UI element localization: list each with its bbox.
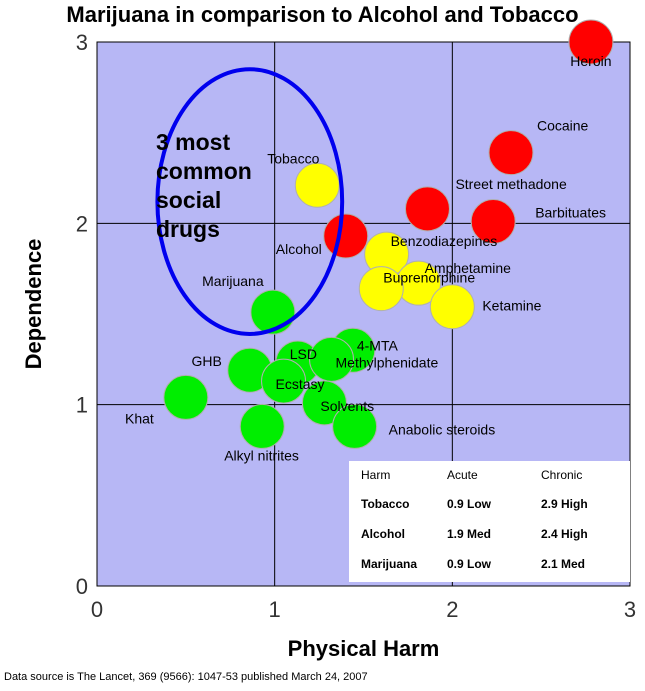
annotation-text: 3 most <box>156 129 230 155</box>
point-label: Amphetamine <box>425 260 512 276</box>
point-label: Heroin <box>570 53 611 69</box>
annotation-ellipse <box>155 67 345 336</box>
table-header-cell: Harm <box>361 468 391 482</box>
x-tick-label: 2 <box>446 597 458 622</box>
table-header-cell: Chronic <box>541 468 583 482</box>
annotation-text: drugs <box>156 216 220 242</box>
point-label: Benzodiazepines <box>391 233 498 249</box>
point-labels: Heroin Cocaine Street methadone Barbituates… <box>125 53 612 463</box>
bubble-heroin <box>568 19 614 65</box>
point-label: Methylphenidate <box>336 354 439 370</box>
point-label: Ecstasy <box>276 376 325 392</box>
y-tick-label: 1 <box>76 393 88 418</box>
bubble-barbituates <box>470 199 516 245</box>
y-tick-label: 0 <box>76 574 88 599</box>
table-row: Tobacco 0.9 Low 2.9 High <box>349 489 630 519</box>
point-label: Anabolic steroids <box>389 421 496 437</box>
table-cell: 2.1 Med <box>541 557 586 571</box>
table-cell: Marijuana <box>361 557 418 571</box>
point-label: Street methadone <box>455 176 567 192</box>
source-note: Data source is The Lancet, 369 (9566): 1… <box>4 671 368 683</box>
table-cell: Tobacco <box>361 497 410 511</box>
table-cell: 0.9 Low <box>447 497 492 511</box>
point-label: Cocaine <box>537 118 589 134</box>
annotation: 3 most common social drugs <box>155 67 345 336</box>
y-tick-label: 2 <box>76 211 88 236</box>
x-tick-label: 1 <box>269 597 281 622</box>
point-label: Marijuana <box>202 273 264 289</box>
table-row: Alcohol 1.9 Med 2.4 High <box>349 519 630 549</box>
chart-title: Marijuana in comparison to Alcohol and T… <box>66 2 579 27</box>
point-label: Tobacco <box>267 150 319 166</box>
data-points <box>163 19 614 449</box>
bubble-alkyl-nitrites <box>239 403 285 449</box>
point-label: Alkyl nitrites <box>224 447 299 463</box>
point-label: Khat <box>125 410 154 426</box>
annotation-text: social <box>156 187 221 213</box>
annotation-text: common <box>156 158 252 184</box>
y-axis-label: Dependence <box>21 239 46 370</box>
tick-labels: 0 1 2 3 0 1 2 3 <box>76 30 636 622</box>
table-row: Marijuana 0.9 Low 2.1 Med <box>349 549 630 579</box>
y-tick-label: 3 <box>76 30 88 55</box>
bubble-methylphenidate <box>309 336 355 382</box>
point-label: Buprenorphine <box>383 270 475 286</box>
harm-table: Harm Acute Chronic Tobacco 0.9 Low 2.9 H… <box>349 461 630 582</box>
bubble-buprenorphine <box>358 266 404 312</box>
bubble-alcohol <box>323 213 369 259</box>
bubble-marijuana <box>250 289 296 335</box>
point-label: Alcohol <box>276 241 322 257</box>
bubble-street-methadone <box>404 186 450 232</box>
point-label: Solvents <box>320 398 374 414</box>
table-cell: Alcohol <box>361 527 405 541</box>
x-tick-label: 3 <box>624 597 636 622</box>
point-label: Barbituates <box>535 205 606 221</box>
point-label: 4-MTA <box>357 337 399 353</box>
table-cell: 2.9 High <box>541 497 588 511</box>
bubble-khat <box>163 374 209 420</box>
point-label: LSD <box>290 346 317 362</box>
table-cell: 1.9 Med <box>447 527 492 541</box>
bubble-solvents <box>301 380 347 426</box>
point-label: Ketamine <box>482 298 541 314</box>
point-label: GHB <box>191 353 221 369</box>
bubble-tobacco <box>294 162 340 208</box>
table-cell: 0.9 Low <box>447 557 492 571</box>
bubble-ecstasy <box>261 358 307 404</box>
table-header-cell: Acute <box>447 468 478 482</box>
bubble-ketamine <box>429 284 475 330</box>
bubble-cocaine <box>488 130 534 176</box>
table-cell: 2.4 High <box>541 527 588 541</box>
bubble-anabolic-steroids <box>332 403 378 449</box>
x-tick-label: 0 <box>91 597 103 622</box>
x-axis-label: Physical Harm <box>288 636 440 661</box>
table-header-row: Harm Acute Chronic <box>349 461 630 489</box>
